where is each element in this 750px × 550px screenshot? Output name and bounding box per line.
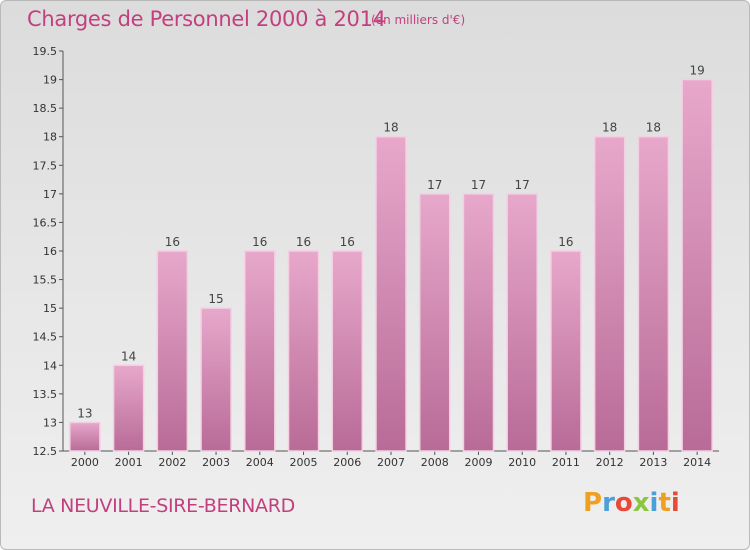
value-label: 16 (340, 235, 355, 249)
y-tick-label: 12.5 (33, 445, 58, 458)
logo-letter: t (658, 488, 671, 518)
value-label: 17 (515, 178, 530, 192)
value-label: 17 (427, 178, 442, 192)
value-label: 16 (165, 235, 180, 249)
bar-2009 (462, 193, 495, 452)
bar-2014 (681, 78, 713, 452)
y-tick-label: 16.5 (33, 216, 58, 229)
y-tick-label: 15.5 (33, 274, 58, 287)
x-tick-label: 2007 (377, 456, 405, 469)
y-tick-label: 19 (43, 74, 57, 87)
bar-2011 (550, 250, 582, 452)
value-label: 18 (646, 121, 661, 135)
value-label: 15 (208, 292, 223, 306)
y-tick-label: 16 (43, 245, 57, 258)
proxiti-logo: Proxiti (583, 488, 680, 518)
logo-letter: P (583, 488, 603, 518)
x-tick-label: 2001 (115, 456, 143, 469)
x-tick-label: 2009 (464, 456, 492, 469)
y-tick-label: 15 (43, 302, 57, 315)
x-tick-label: 2011 (552, 456, 580, 469)
chart-unit: (en milliers d'€) (371, 13, 466, 27)
y-tick-label: 18.5 (33, 102, 58, 115)
bar-2001 (112, 364, 145, 452)
y-tick-label: 13 (43, 416, 57, 429)
logo-letter: i (649, 488, 659, 518)
x-tick-label: 2002 (158, 456, 186, 469)
value-label: 13 (77, 406, 92, 420)
y-tick-label: 19.5 (33, 45, 58, 58)
y-tick-label: 14.5 (33, 331, 58, 344)
bar-2004 (244, 250, 276, 452)
logo-letter: o (614, 488, 633, 518)
value-label: 16 (296, 235, 311, 249)
bar-2003 (200, 307, 232, 452)
value-label: 17 (471, 178, 486, 192)
bar-2006 (331, 250, 364, 452)
value-label: 14 (121, 349, 136, 363)
logo-letter: r (602, 488, 615, 518)
y-tick-label: 13.5 (33, 388, 58, 401)
y-tick-label: 18 (43, 131, 57, 144)
bar-2008 (418, 193, 451, 452)
logo-letter: i (670, 488, 680, 518)
chart-title: Charges de Personnel 2000 à 2014 (27, 7, 386, 31)
value-label: 18 (602, 121, 617, 135)
bar-2005 (287, 250, 320, 452)
bar-2002 (156, 250, 189, 452)
logo-letter: x (632, 488, 650, 518)
x-tick-label: 2012 (596, 456, 624, 469)
value-label: 18 (383, 121, 398, 135)
x-tick-label: 2010 (508, 456, 536, 469)
x-tick-label: 2004 (246, 456, 274, 469)
x-tick-label: 2000 (71, 456, 99, 469)
x-tick-label: 2013 (639, 456, 667, 469)
x-tick-label: 2003 (202, 456, 230, 469)
x-tick-label: 2014 (683, 456, 711, 469)
bar-2012 (593, 135, 626, 452)
value-label: 19 (689, 64, 704, 78)
x-tick-label: 2006 (333, 456, 361, 469)
bar-2010 (506, 193, 538, 452)
y-tick-label: 17.5 (33, 159, 58, 172)
y-tick-label: 14 (43, 359, 57, 372)
value-label: 16 (252, 235, 267, 249)
bar-2013 (637, 135, 670, 452)
bar-2007 (375, 135, 407, 452)
x-tick-label: 2005 (290, 456, 318, 469)
x-tick-label: 2008 (421, 456, 449, 469)
commune-name: LA NEUVILLE-SIRE-BERNARD (31, 495, 295, 517)
y-tick-label: 17 (43, 188, 57, 201)
value-label: 16 (558, 235, 573, 249)
bar-2000 (69, 421, 101, 452)
